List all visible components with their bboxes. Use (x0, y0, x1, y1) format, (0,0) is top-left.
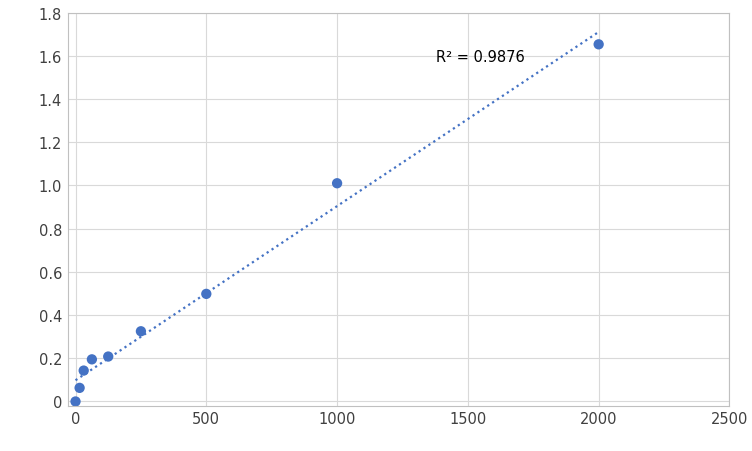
Point (77, 367, 89, 374)
Point (86, 356, 98, 363)
Point (593, 41, 605, 49)
Point (102, 353, 114, 360)
Point (74, 384, 86, 391)
Text: R² = 0.9876: R² = 0.9876 (436, 50, 525, 65)
Point (135, 328, 147, 335)
Point (200, 290, 212, 298)
Point (331, 180, 343, 188)
Point (69, 398, 81, 405)
